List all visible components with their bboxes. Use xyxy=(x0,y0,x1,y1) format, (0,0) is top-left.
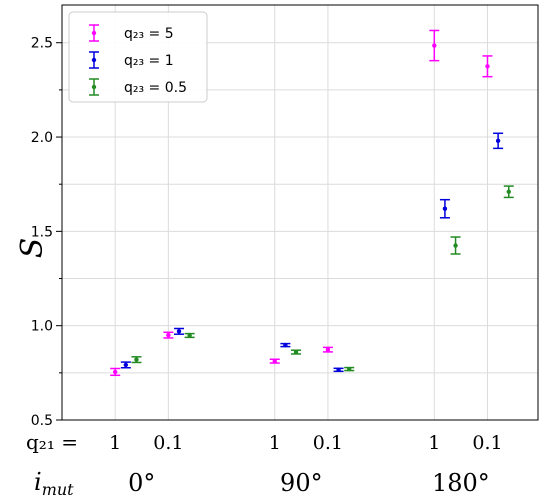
y-axis-label: S xyxy=(15,238,50,259)
data-point xyxy=(134,357,139,362)
data-point xyxy=(432,43,437,48)
y-tick-label: 2.5 xyxy=(31,36,53,52)
data-point xyxy=(187,333,192,338)
legend: q₂₃ = 5 q₂₃ = 1 q₂₃ = 0.5 xyxy=(68,11,208,103)
imut-row-label-sub: mut xyxy=(42,480,74,496)
series xyxy=(131,185,514,372)
series xyxy=(110,29,493,377)
data-point xyxy=(453,243,458,248)
data-point xyxy=(336,367,341,373)
y-tick-label: 0.5 xyxy=(31,413,53,429)
q21-label: 0.1 xyxy=(153,432,183,454)
data-point xyxy=(283,342,288,348)
plot-frame xyxy=(61,4,539,421)
data-point xyxy=(293,349,299,355)
data-point xyxy=(166,332,171,338)
q21-row-label: q₂₁ = xyxy=(26,430,78,454)
q21-label: 1 xyxy=(269,432,281,454)
bottom-labels: 1 0.1 1 0.1 1 0.1 0° 90° 180° xyxy=(109,432,502,496)
legend-marker xyxy=(91,30,97,36)
inclination-label: 90° xyxy=(280,469,323,496)
legend-label: q₂₃ = 1 xyxy=(124,53,174,69)
legend-marker xyxy=(91,57,97,63)
inclination-label: 0° xyxy=(128,469,155,496)
series-layer xyxy=(110,29,514,377)
legend-label: q₂₃ = 0.5 xyxy=(124,80,187,96)
data-point xyxy=(112,369,118,375)
data-point xyxy=(506,189,511,194)
data-point xyxy=(123,362,129,368)
legend-entry: q₂₃ = 1 xyxy=(89,51,174,69)
y-ticks: 0.5 1.0 1.5 2.0 2.5 xyxy=(31,36,62,429)
data-point xyxy=(442,206,448,211)
data-point xyxy=(176,329,182,334)
y-tick-label: 1.5 xyxy=(31,224,53,240)
data-point xyxy=(485,64,490,69)
legend-box xyxy=(68,11,208,103)
q21-label: 0.1 xyxy=(472,432,502,454)
imut-row-label-symbol: i xyxy=(34,468,42,496)
data-point xyxy=(495,138,501,144)
y-tick-label: 2.0 xyxy=(31,130,53,146)
data-point xyxy=(272,358,277,364)
legend-entry: q₂₃ = 5 xyxy=(89,24,174,42)
q21-label: 0.1 xyxy=(313,432,343,454)
data-point xyxy=(346,366,352,372)
data-point xyxy=(325,347,331,352)
inclination-label: 180° xyxy=(432,469,490,496)
legend-label: q₂₃ = 5 xyxy=(124,26,174,42)
legend-marker xyxy=(91,84,97,90)
imut-row-label: imut xyxy=(34,468,74,496)
legend-entry: q₂₃ = 0.5 xyxy=(89,78,187,96)
q21-label: 1 xyxy=(428,432,440,454)
y-tick-label: 1.0 xyxy=(31,319,53,335)
q21-label: 1 xyxy=(109,432,121,454)
series xyxy=(120,132,504,373)
